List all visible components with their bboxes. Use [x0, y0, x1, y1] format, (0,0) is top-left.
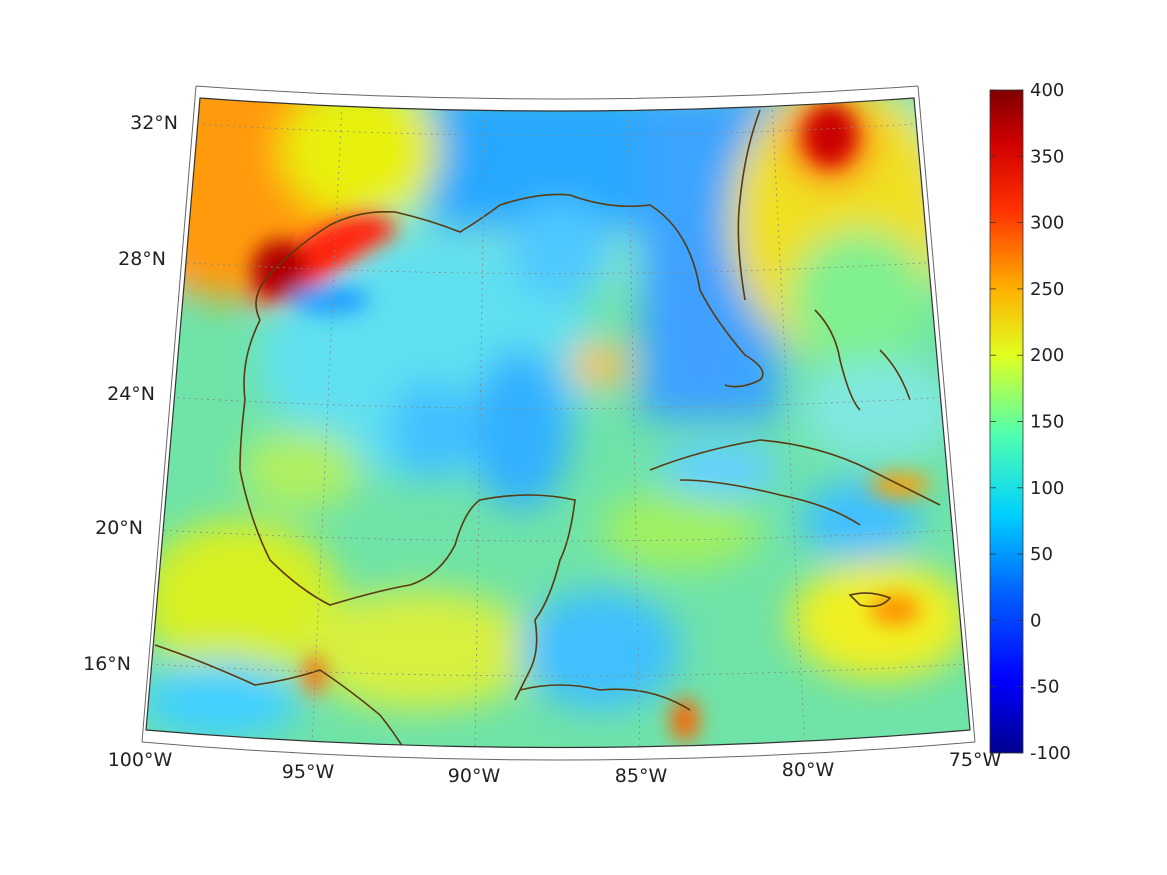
colorbar-label: 0 [1030, 610, 1041, 631]
map-frame [141, 85, 976, 761]
colorbar-label: 50 [1030, 544, 1053, 565]
colorbar-ticks [990, 89, 1023, 754]
colorbar-label: 400 [1030, 80, 1064, 101]
lon-label-80w: 80°W [782, 759, 835, 781]
lon-label-90w: 90°W [448, 765, 501, 787]
graticule [149, 99, 967, 748]
lat-label-28n: 28°N [118, 248, 166, 270]
colorbar: 400 350 300 250 200 150 100 50 0 -50 -100 [989, 80, 1071, 764]
latitude-labels: 32°N 28°N 24°N 20°N 16°N [83, 112, 178, 675]
map-field [146, 98, 970, 748]
colorbar-label: -50 [1030, 677, 1059, 698]
colorbar-label: -100 [1030, 743, 1071, 764]
colorbar-label: 250 [1030, 279, 1064, 300]
lon-label-75w: 75°W [949, 749, 1002, 771]
colorbar-label: 300 [1030, 213, 1064, 234]
colorbar-label: 150 [1030, 412, 1064, 433]
lon-label-85w: 85°W [615, 765, 668, 787]
lat-label-16n: 16°N [83, 653, 131, 675]
lat-label-20n: 20°N [95, 517, 143, 539]
colorbar-label: 100 [1030, 478, 1064, 499]
lat-label-24n: 24°N [107, 383, 155, 405]
lon-label-95w: 95°W [282, 761, 335, 783]
colorbar-label: 200 [1030, 345, 1064, 366]
colorbar-label: 350 [1030, 146, 1064, 167]
longitude-labels: 100°W 95°W 90°W 85°W 80°W 75°W [108, 749, 1002, 787]
colorbar-labels: 400 350 300 250 200 150 100 50 0 -50 -100 [1030, 80, 1071, 764]
lat-label-32n: 32°N [130, 112, 178, 134]
lon-label-100w: 100°W [108, 749, 173, 771]
coastlines [154, 109, 941, 748]
